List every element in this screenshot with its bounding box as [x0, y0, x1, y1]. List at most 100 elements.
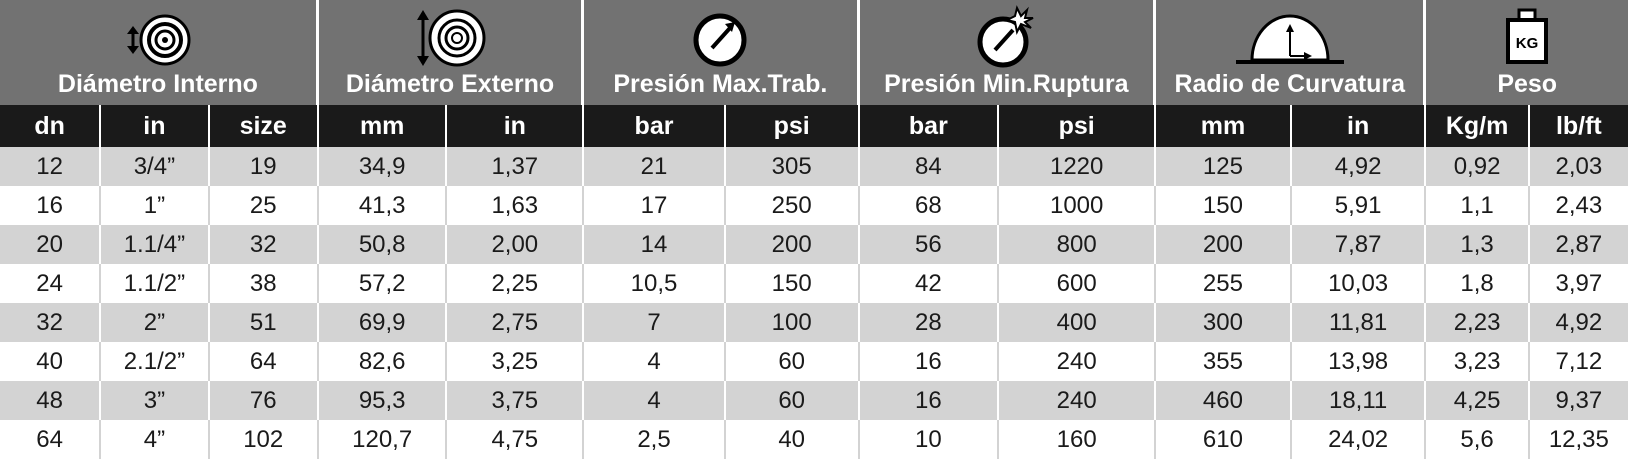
table-cell: 48: [0, 381, 102, 420]
table-cell: 34,9: [318, 147, 448, 186]
table-cell: 4,92: [1529, 303, 1628, 342]
table-cell: 102: [209, 420, 319, 459]
group-title: Peso: [1497, 70, 1558, 98]
table-cell: 3,23: [1426, 342, 1530, 381]
group-outer-diameter: Diámetro Externo: [318, 0, 585, 105]
group-title: Presión Max.Trab.: [613, 70, 828, 98]
table-row: 24 1.1/2” 38 57,2 2,25 10,5 150 42 600 255 10,03 1,…: [0, 264, 1628, 303]
table-cell: 200: [1156, 225, 1292, 264]
table-cell: 600: [999, 264, 1157, 303]
table-cell: 1,3: [1426, 225, 1530, 264]
table-cell: 240: [999, 342, 1157, 381]
weight-icon-text: KG: [1516, 35, 1539, 52]
table-cell: 19: [209, 147, 319, 186]
unit-header: dn: [0, 105, 102, 147]
table-cell: 2,25: [447, 264, 585, 303]
table-row: 12 3/4” 19 34,9 1,37 21 305 84 1220 125 4,92 0,92 2,…: [0, 147, 1628, 186]
group-working-pressure: Presión Max.Trab.: [584, 0, 860, 105]
table-cell: 1”: [101, 186, 210, 225]
table-cell: 56: [859, 225, 1000, 264]
table-cell: 16: [859, 342, 1000, 381]
table-cell: 16: [859, 381, 1000, 420]
table-cell: 3,75: [447, 381, 585, 420]
table-row: 16 1” 25 41,3 1,63 17 250 68 1000 150 5,91 1,1 2,43: [0, 186, 1628, 225]
unit-header: Kg/m: [1426, 105, 1530, 147]
unit-header: bar: [859, 105, 1000, 147]
table-cell: 18,11: [1291, 381, 1427, 420]
table-cell: 4: [584, 381, 726, 420]
table-cell: 76: [209, 381, 319, 420]
table-cell: 2,75: [447, 303, 585, 342]
table-cell: 1,1: [1426, 186, 1530, 225]
table-cell: 11,81: [1291, 303, 1427, 342]
table-cell: 51: [209, 303, 319, 342]
table-cell: 7,12: [1529, 342, 1628, 381]
table-cell: 3,97: [1529, 264, 1628, 303]
table-cell: 41,3: [318, 186, 448, 225]
group-inner-diameter: Diámetro Interno: [0, 0, 319, 105]
group-title: Diámetro Interno: [57, 70, 258, 98]
table-cell: 16: [0, 186, 102, 225]
unit-header: in: [101, 105, 210, 147]
table-cell: 40: [725, 420, 860, 459]
table-cell: 12,35: [1529, 420, 1628, 459]
table-cell: 25: [209, 186, 319, 225]
table-cell: 250: [725, 186, 860, 225]
table-cell: 1000: [999, 186, 1157, 225]
table-cell: 7: [584, 303, 726, 342]
table-cell: 20: [0, 225, 102, 264]
table-cell: 460: [1156, 381, 1292, 420]
unit-header: in: [1291, 105, 1427, 147]
table-row: 48 3” 76 95,3 3,75 4 60 16 240 460 18,11 4,25 9,37: [0, 381, 1628, 420]
table-cell: 3/4”: [101, 147, 210, 186]
table-row: 32 2” 51 69,9 2,75 7 100 28 400 300 11,81 2,23 4,92: [0, 303, 1628, 342]
table-cell: 125: [1156, 147, 1292, 186]
table-body: 12 3/4” 19 34,9 1,37 21 305 84 1220 125 4,92 0,92 2,…: [0, 147, 1628, 459]
table-cell: 13,98: [1291, 342, 1427, 381]
table-cell: 1.1/4”: [101, 225, 210, 264]
unit-header: mm: [1156, 105, 1292, 147]
unit-header: size: [209, 105, 319, 147]
table-cell: 21: [584, 147, 726, 186]
table-cell: 5,91: [1291, 186, 1427, 225]
table-cell: 60: [725, 342, 860, 381]
table-cell: 150: [725, 264, 860, 303]
table-cell: 64: [0, 420, 102, 459]
table-cell: 10: [859, 420, 1000, 459]
table-cell: 40: [0, 342, 102, 381]
table-cell: 120,7: [318, 420, 448, 459]
table-cell: 50,8: [318, 225, 448, 264]
table-cell: 57,2: [318, 264, 448, 303]
table-cell: 300: [1156, 303, 1292, 342]
group-header-row: Diámetro Interno Diámetro Externo: [0, 0, 1628, 105]
table-cell: 2.1/2”: [101, 342, 210, 381]
unit-header: in: [447, 105, 585, 147]
table-cell: 305: [725, 147, 860, 186]
table-cell: 95,3: [318, 381, 448, 420]
unit-header: bar: [584, 105, 726, 147]
table-cell: 10,5: [584, 264, 726, 303]
table-cell: 5,6: [1426, 420, 1530, 459]
table-cell: 160: [999, 420, 1157, 459]
group-title: Radio de Curvatura: [1174, 70, 1406, 98]
table-cell: 17: [584, 186, 726, 225]
table-row: 20 1.1/4” 32 50,8 2,00 14 200 56 800 200 7,87 1,3 2,…: [0, 225, 1628, 264]
table-cell: 4,25: [1426, 381, 1530, 420]
table-cell: 1,37: [447, 147, 585, 186]
table-cell: 2,43: [1529, 186, 1628, 225]
table-cell: 3”: [101, 381, 210, 420]
table-cell: 84: [859, 147, 1000, 186]
table-cell: 400: [999, 303, 1157, 342]
group-title: Diámetro Externo: [345, 70, 555, 98]
table-cell: 82,6: [318, 342, 448, 381]
group-burst-pressure: Presión Min.Ruptura: [859, 0, 1157, 105]
unit-header: psi: [999, 105, 1157, 147]
table-cell: 24,02: [1291, 420, 1427, 459]
table-cell: 32: [209, 225, 319, 264]
weight-icon: KG: [1506, 8, 1549, 64]
table-cell: 2,5: [584, 420, 726, 459]
table-cell: 800: [999, 225, 1157, 264]
table-cell: 1.1/2”: [101, 264, 210, 303]
table-cell: 1220: [999, 147, 1157, 186]
unit-header: psi: [725, 105, 860, 147]
